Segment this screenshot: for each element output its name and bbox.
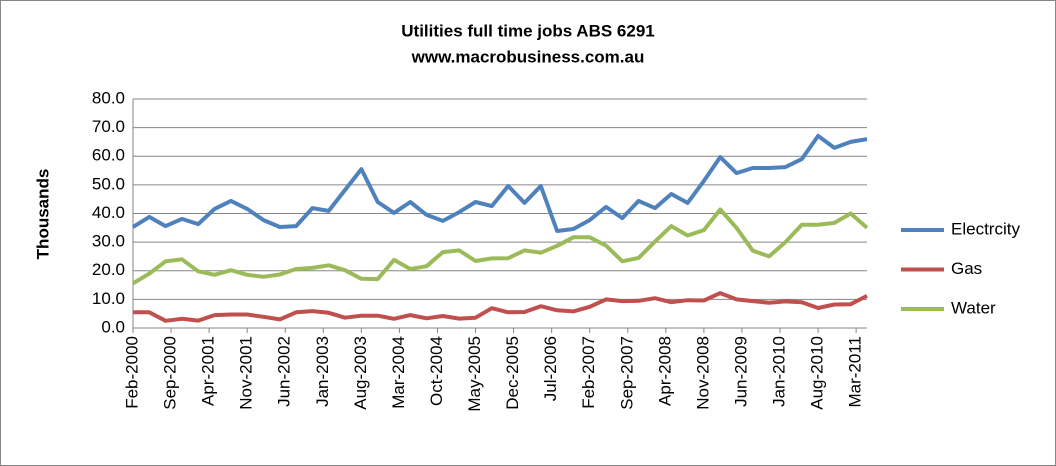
x-tick-label: Jul-2006 <box>541 336 560 401</box>
x-tick-label: Apr-2001 <box>199 336 218 406</box>
y-tick-label: 0.0 <box>101 317 125 336</box>
x-tick-label: Mar-2004 <box>389 336 408 409</box>
x-tick-label: Apr-2008 <box>655 336 674 406</box>
y-tick-label: 60.0 <box>92 146 125 165</box>
x-tick-label: Jan-2010 <box>769 336 788 407</box>
y-tick-label: 40.0 <box>92 203 125 222</box>
y-tick-label: 50.0 <box>92 174 125 193</box>
series-line <box>131 133 868 233</box>
x-tick-label: Aug-2003 <box>351 336 370 410</box>
x-tick-label: May-2005 <box>465 336 484 412</box>
x-tick-label: Oct-2004 <box>427 336 446 406</box>
y-axis-label: Thousands <box>33 169 52 260</box>
x-tick-label: Jan-2003 <box>313 336 332 407</box>
x-tick-label: Sep-2007 <box>617 336 636 410</box>
x-tick-label: Dec-2005 <box>503 336 522 410</box>
x-tick-label: Nov-2008 <box>693 336 712 410</box>
chart-subtitle: www.macrobusiness.com.au <box>411 47 645 66</box>
x-tick-label: Nov-2001 <box>237 336 256 410</box>
x-tick-label: Mar-2011 <box>846 336 865 408</box>
legend-label: Water <box>951 298 996 317</box>
x-tick-label: Feb-2007 <box>579 336 598 409</box>
x-tick-label: Jun-2002 <box>275 336 294 407</box>
y-tick-label: 80.0 <box>92 88 125 107</box>
x-tick-label: Feb-2000 <box>122 336 141 409</box>
y-tick-label: 20.0 <box>92 260 125 279</box>
legend-label: Gas <box>951 259 982 278</box>
y-tick-label: 30.0 <box>92 232 125 251</box>
y-tick-label: 70.0 <box>92 117 125 136</box>
x-tick-label: Sep-2000 <box>161 336 180 410</box>
chart-title: Utilities full time jobs ABS 6291 <box>401 21 655 40</box>
x-tick-label: Jun-2009 <box>731 336 750 407</box>
series-line <box>131 207 869 286</box>
series-line <box>133 291 868 323</box>
x-tick-label: Aug-2010 <box>808 336 827 410</box>
legend-label: Electrcity <box>951 219 1020 238</box>
y-tick-label: 10.0 <box>92 289 125 308</box>
